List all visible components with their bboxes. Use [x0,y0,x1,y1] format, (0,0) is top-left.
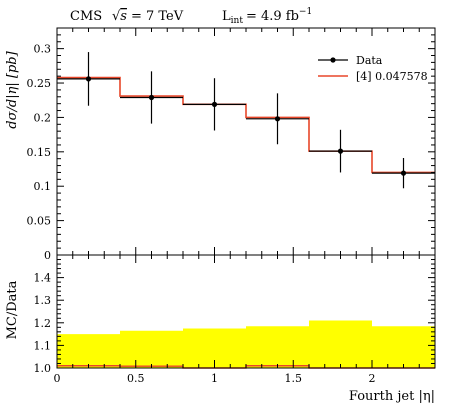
ratio-panel: 1.0 1.1 1.2 1.3 1.4 0 0.5 1 1.5 2 [34,254,436,385]
lumi-L: L [222,9,231,24]
ratio-y-tick-label: 1.4 [34,272,52,285]
data-point-marker [337,148,344,154]
x-tick-label: 0 [54,372,61,385]
legend: Data [4] 0.047578 [318,54,428,83]
main-y-tick-label: 0.05 [27,215,52,228]
ratio-y-tick-label: 1.3 [34,294,52,307]
lumi-rest: = 4.9 fb [246,9,299,24]
data-point [120,71,183,124]
main-y-tick-label: 0 [44,249,51,262]
legend-entry-mc: [4] 0.047578 [318,70,428,83]
main-y-axis-title: dσ/d|η| [pb] [5,50,20,128]
energy-s: s [120,9,127,24]
data-point-marker [211,101,218,107]
main-y-tick-label: 0.15 [27,146,52,159]
main-y-tick-label: 0.25 [27,77,52,90]
data-point-marker [148,94,155,101]
x-axis-title: Fourth jet |η| [349,389,435,404]
data-point [57,52,120,106]
ratio-y-tick-label: 1.0 [34,362,52,375]
data-point [372,158,435,189]
experiment-label: CMS [70,9,102,24]
legend-mc-label: [4] 0.047578 [356,70,428,83]
main-y-tick-label: 0.2 [34,111,52,124]
lumi-sub: int [231,16,244,26]
legend-data-label: Data [356,54,383,67]
x-tick-label: 1 [211,372,218,385]
energy-label: √s = 7 TeV [112,9,184,24]
x-tick-label: 2 [369,372,376,385]
ratio-uncertainty-band [57,320,435,368]
main-y-tick-label: 0.3 [34,43,52,56]
energy-sqrt-symbol: √ [112,9,121,24]
svg-text:√s= 7 TeV: √s = 7 TeV [112,9,184,24]
main-y-tick-label: 0.1 [34,180,52,193]
data-point [246,93,309,145]
main-panel: 0 0.05 0.1 0.15 0.2 0.25 0.3 Data [4] 0.047578 [27,27,436,262]
energy-rest: = 7 TeV [131,9,184,24]
lumi-label: Lint = 4.9 fb−1 [222,7,312,26]
lumi-exp: −1 [299,7,312,17]
ratio-y-axis-title: MC/Data [5,280,20,339]
data-point [183,78,246,131]
x-tick-label: 1.5 [285,372,303,385]
data-point-marker [400,170,407,176]
x-tick-label: 0.5 [127,372,145,385]
data-point-marker [85,76,92,82]
ratio-y-tick-label: 1.1 [34,339,52,352]
data-point-marker [274,116,281,122]
mc-prediction-line [57,76,435,174]
legend-entry-data: Data [318,54,383,67]
data-point [309,129,372,173]
ratio-y-tick-label: 1.2 [34,317,52,330]
svg-text:Lint= 4.9 fb−1: Lint = 4.9 fb−1 [222,7,312,26]
legend-data-marker [330,57,336,63]
